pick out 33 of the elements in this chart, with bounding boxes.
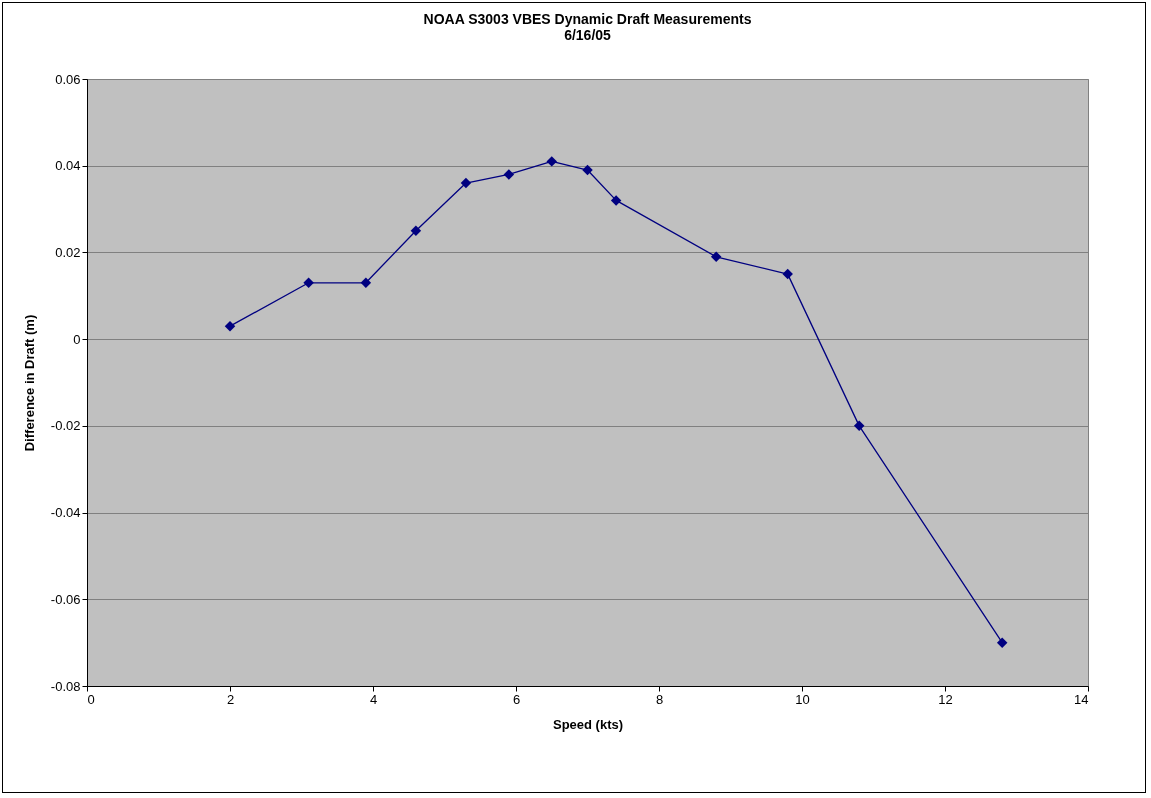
y-tick-label: -0.02	[50, 418, 81, 434]
y-tick-label: -0.04	[50, 505, 81, 521]
x-axis-title: Speed (kts)	[552, 716, 624, 732]
y-tick-label: 0.06	[55, 71, 81, 87]
point	[610, 195, 622, 206]
point	[996, 637, 1008, 648]
x-tick-label: 0	[87, 691, 95, 707]
point	[410, 225, 422, 236]
point	[503, 169, 515, 180]
y-tick-label: 0.02	[55, 244, 81, 260]
y-tick-label: -0.06	[50, 591, 81, 607]
point	[582, 164, 593, 176]
x-tick-label: 12	[938, 691, 953, 707]
x-tick-label: 14	[1074, 691, 1089, 707]
y-axis-title: Difference in Draft (m)	[21, 314, 37, 452]
point	[224, 320, 236, 332]
point	[546, 156, 557, 167]
y-tick-label: 0	[73, 331, 81, 347]
point	[710, 251, 722, 263]
point	[853, 420, 865, 432]
point	[782, 268, 793, 280]
x-tick-label: 2	[226, 691, 235, 707]
x-tick-label: 4	[369, 691, 378, 707]
y-tick-label: -0.08	[50, 678, 81, 694]
chart-title: NOAA S3003 VBES Dynamic Draft Measurements	[423, 11, 752, 27]
chart-subtitle: 6/16/05	[564, 27, 612, 43]
x-tick-label: 10	[795, 691, 810, 707]
point	[360, 277, 372, 289]
point	[303, 277, 314, 289]
y-tick-label: 0.04	[55, 158, 81, 174]
x-tick-label: 8	[655, 691, 664, 707]
x-tick-label: 6	[512, 691, 521, 707]
point	[460, 177, 472, 189]
